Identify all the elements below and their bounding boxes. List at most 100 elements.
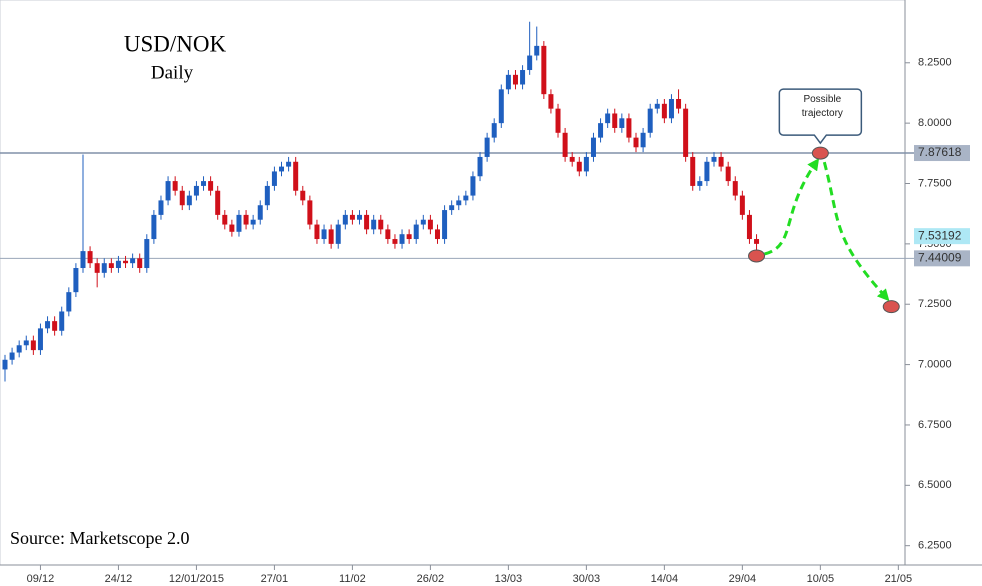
candle-body (704, 161, 710, 182)
candle-body (94, 263, 100, 273)
candle-body (484, 137, 490, 157)
x-tick-label: 11/02 (339, 573, 366, 585)
candle-body (520, 70, 526, 85)
candle-body (754, 239, 760, 244)
y-tick-label: 6.2500 (918, 540, 952, 552)
candle-body (321, 229, 327, 240)
candle-body (16, 345, 22, 353)
candle-body (434, 229, 440, 240)
candle-body (676, 98, 682, 109)
projection-path (822, 161, 890, 302)
candle-body (385, 229, 391, 240)
source-note: Source: Marketscope 2.0 (10, 528, 189, 548)
candle-body (732, 181, 738, 196)
candle-body (633, 137, 639, 148)
candle-body (328, 229, 334, 244)
y-tick-label: 7.7500 (918, 177, 952, 189)
x-tick-label: 29/04 (729, 573, 757, 585)
candle-body (172, 181, 178, 191)
callout-box (778, 88, 863, 145)
candle-body (392, 239, 398, 244)
candle-body (569, 156, 575, 162)
candle-body (137, 258, 143, 269)
candle-body (399, 234, 405, 244)
projection-point (882, 300, 900, 314)
candle-body (236, 214, 242, 232)
x-tick-label: 26/02 (417, 573, 445, 585)
candle-body (640, 132, 646, 148)
candle-body (427, 219, 433, 230)
candle-body (300, 190, 306, 201)
candle-body (208, 181, 214, 191)
candle-body (45, 321, 51, 329)
candle-body (307, 200, 313, 225)
candle-body (562, 132, 568, 157)
candle-body (690, 156, 696, 186)
candle-body (413, 224, 419, 240)
candle-body (80, 251, 86, 269)
candle-body (442, 210, 448, 240)
candle-body (420, 219, 426, 225)
candle-body (87, 251, 93, 264)
x-tick-label: 30/03 (573, 573, 601, 585)
candle-body (697, 181, 703, 186)
candle-body (23, 340, 29, 346)
candle-body (250, 219, 256, 225)
candle-body (66, 292, 72, 312)
candle-body (406, 234, 412, 240)
candle-body (158, 200, 164, 215)
candle-body (548, 94, 554, 109)
candle-body (193, 185, 199, 196)
candle-body (123, 260, 129, 264)
candle-body (371, 219, 377, 230)
y-tick-label: 6.5000 (918, 479, 952, 491)
candle-body (357, 214, 362, 220)
candle-body (271, 171, 277, 186)
candle-body (59, 311, 65, 331)
candle-body (222, 214, 228, 225)
candle-body (186, 195, 192, 206)
last-price-label: 7.53192 (918, 228, 962, 242)
candle-body (456, 200, 462, 206)
candle-body (335, 224, 341, 244)
candle-body (668, 98, 674, 119)
level-label-box (914, 145, 970, 162)
level-label-box (914, 250, 970, 267)
candle-body (286, 161, 292, 167)
candle-body (605, 113, 611, 124)
candle-body (2, 359, 8, 370)
projection-point (748, 249, 766, 263)
candle-body (9, 352, 15, 360)
callout-text: Possible trajectory (801, 94, 843, 120)
candle-body (619, 118, 625, 128)
candle-body (115, 260, 121, 269)
candle-body (477, 156, 483, 177)
x-tick-label: 14/04 (651, 573, 679, 585)
candle-body (264, 185, 270, 206)
candle-body (612, 113, 618, 128)
candle-body (293, 161, 299, 191)
candle-body (541, 45, 547, 95)
x-tick-label: 27/01 (261, 573, 289, 585)
candle-body (378, 219, 384, 230)
x-tick-label: 09/12 (27, 573, 55, 585)
y-tick-label: 6.7500 (918, 419, 952, 431)
candle-body (52, 321, 58, 331)
candle-body (512, 74, 518, 85)
candle-body (711, 156, 717, 162)
candle-body (130, 258, 136, 264)
y-tick-label: 8.2500 (918, 57, 952, 69)
candle-body (463, 195, 469, 201)
candle-body (108, 263, 114, 269)
y-tick-label: 7.2500 (918, 298, 952, 310)
candle-body (598, 123, 604, 138)
candle-body (534, 45, 540, 56)
y-tick-label: 8.0000 (918, 117, 952, 129)
x-tick-label: 12/01/2015 (169, 573, 224, 585)
candle-body (314, 224, 320, 240)
y-tick-label: 7.0000 (918, 359, 952, 371)
candle-body (342, 214, 348, 225)
candle-body (165, 181, 171, 201)
plot-area (0, 0, 906, 566)
level-label: 7.87618 (918, 145, 962, 159)
